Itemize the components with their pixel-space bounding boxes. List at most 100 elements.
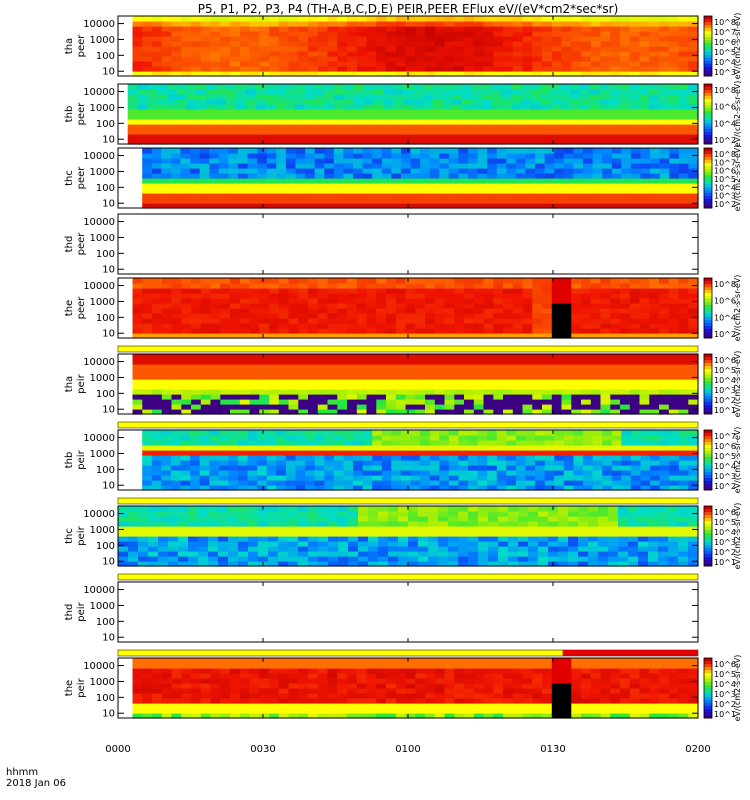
heatmap-cell <box>571 359 582 365</box>
colorbar-swatch <box>704 463 712 467</box>
heatmap-cell <box>314 148 325 154</box>
heatmap-cell <box>147 84 158 90</box>
heatmap-cell <box>535 163 546 169</box>
heatmap-cell <box>353 465 364 471</box>
heatmap-cell <box>347 293 358 299</box>
heatmap-cell <box>327 51 338 57</box>
heatmap-cell <box>372 173 383 179</box>
heatmap-cell <box>473 16 485 22</box>
heatmap-cell <box>298 379 309 385</box>
heatmap-cell <box>258 536 269 542</box>
heatmap-cell <box>563 430 574 436</box>
heatmap-cell <box>230 389 241 395</box>
heatmap-cell <box>118 506 129 512</box>
heatmap-cell <box>532 404 543 410</box>
heatmap-cell <box>363 89 375 95</box>
heatmap-cell <box>477 435 488 441</box>
heatmap-cell <box>573 173 584 179</box>
heatmap-cell <box>405 313 416 319</box>
heatmap-cell <box>353 198 364 204</box>
heatmap-cell <box>448 475 459 481</box>
heatmap-cell <box>609 114 620 120</box>
heatmap-cell <box>483 26 494 32</box>
heatmap-cell <box>458 440 469 446</box>
heatmap-cell <box>210 364 221 370</box>
heatmap-cell <box>629 104 640 110</box>
heatmap-cell <box>167 114 178 120</box>
colorbar-label: 10^4 <box>714 58 736 67</box>
heatmap-cell <box>245 139 257 145</box>
heatmap-cell <box>176 134 188 140</box>
heatmap-cell <box>581 308 592 314</box>
heatmap-cell <box>668 99 679 105</box>
heatmap-cell <box>602 153 613 159</box>
heatmap-cell <box>132 56 143 62</box>
heatmap-cell <box>493 399 504 405</box>
heatmap-cell <box>415 409 426 415</box>
heatmap-cell <box>659 364 670 370</box>
heatmap-cell <box>438 506 449 512</box>
heatmap-cell <box>415 394 426 400</box>
heatmap-cell <box>678 323 689 329</box>
heatmap-cell <box>161 298 173 304</box>
heatmap-cell <box>276 188 287 194</box>
heatmap-cell <box>649 384 660 390</box>
heatmap-cell <box>418 506 429 512</box>
heatmap-cell <box>415 56 426 62</box>
heatmap-cell <box>142 66 153 72</box>
heatmap-cell <box>649 394 660 400</box>
heatmap-cell <box>483 51 494 57</box>
heatmap-cell <box>324 470 335 476</box>
heatmap-cell <box>386 303 397 309</box>
heatmap-cell <box>468 506 479 512</box>
heatmap-cell <box>181 328 192 334</box>
heatmap-cell <box>609 104 620 110</box>
heatmap-cell <box>571 308 582 314</box>
colorbar-swatch <box>704 105 712 109</box>
heatmap-cell <box>161 56 173 62</box>
heatmap-cell <box>151 475 162 481</box>
heatmap-cell <box>324 455 335 461</box>
heatmap-cell <box>393 124 404 130</box>
colorbar-label: 10^2 <box>714 482 736 491</box>
heatmap-cell <box>372 450 383 456</box>
heatmap-cell <box>333 178 344 184</box>
heatmap-cell <box>629 333 641 339</box>
heatmap-cell <box>317 369 329 375</box>
heatmap-cell <box>491 104 502 110</box>
heatmap-cell <box>571 313 582 319</box>
heatmap-cell <box>688 173 699 179</box>
heatmap-cell <box>210 328 221 334</box>
heatmap-cell <box>132 31 143 37</box>
heatmap-cell <box>259 359 270 365</box>
heatmap-cell <box>327 369 338 375</box>
heatmap-cell <box>611 480 622 486</box>
heatmap-cell <box>444 298 455 304</box>
heatmap-cell <box>137 114 148 120</box>
heatmap-cell <box>491 129 502 135</box>
heatmap-cell <box>356 404 368 410</box>
heatmap-cell <box>583 173 594 179</box>
heatmap-cell <box>198 511 209 517</box>
heatmap-cell <box>452 134 463 140</box>
heatmap-cell <box>415 278 426 284</box>
heatmap-cell <box>649 409 660 415</box>
heatmap-cell <box>610 298 621 304</box>
heatmap-cell <box>209 203 220 209</box>
heatmap-cell <box>257 445 268 451</box>
heatmap-cell <box>454 298 465 304</box>
heatmap-cell <box>285 173 297 179</box>
heatmap-cell <box>147 124 158 130</box>
heatmap-cell <box>448 440 459 446</box>
heatmap-cell <box>358 536 369 542</box>
heatmap-cell <box>317 374 329 380</box>
colorbar-swatch <box>704 70 712 74</box>
heatmap-cell <box>147 129 158 135</box>
heatmap-cell <box>525 440 536 446</box>
heatmap-cell <box>639 389 650 395</box>
heatmap-cell <box>363 99 375 105</box>
heatmap-cell <box>592 480 603 486</box>
heatmap-cell <box>483 36 494 42</box>
heatmap-cell <box>573 193 584 199</box>
heatmap-cell <box>196 139 207 145</box>
